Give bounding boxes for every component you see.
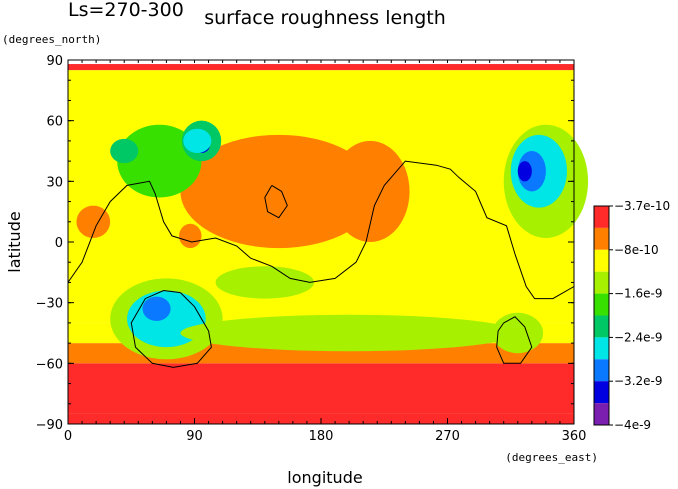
field-feature-17 [492,312,544,354]
field-feature-8 [183,128,212,154]
y-tick-label: 90 [46,54,63,69]
colorbar-swatch [594,315,609,338]
y-tick-label: 30 [46,175,63,190]
colorbar-swatch [594,249,609,272]
y-tick-label: −90 [36,418,63,433]
field-feature-3 [179,223,202,249]
x-unit: (degrees_east) [505,451,598,464]
x-axis-label: longitude [287,468,362,487]
colorbar-label: −2.4e-9 [614,330,663,344]
x-tick-label: 270 [435,429,460,444]
chart-subtitle: Ls=270-300 [68,0,184,21]
contour-line-2 [496,316,533,364]
colorbar-swatch [594,359,609,382]
field-band-1 [68,363,574,414]
field-feature-12 [517,161,532,182]
y-tick-label: −60 [36,357,63,372]
colorbar-frame [593,205,610,426]
colorbar-label: −4e-9 [614,418,651,432]
y-tick-label: −30 [36,297,63,312]
field-feature-1 [330,140,410,242]
x-tick-label: 360 [562,429,587,444]
contour-line-3 [264,184,288,219]
x-tick-label: 90 [186,429,203,444]
colorbar-swatch [594,403,609,425]
colorbar-label: −8e-10 [614,243,659,257]
field-band-5 [68,64,574,71]
y-tick-label: 60 [46,115,63,130]
colorbar-swatch [594,206,609,228]
field-feature-0 [180,134,378,249]
topography-contours [67,160,575,368]
colorbar-swatch [594,227,609,250]
field-feature-4 [117,124,202,198]
colorbar: −3.7e-10 −8e-10 −1.6e-9 −2.4e-9 −3.2e-9 −4e-9 [593,199,670,432]
chart-title: surface roughness length [204,7,446,29]
colorbar-swatch [594,293,609,316]
colorbar-label: −3.7e-10 [614,199,670,213]
x-tick-label: 0 [64,429,72,444]
y-tick-label: 0 [55,236,63,251]
field-feature-15 [142,296,171,321]
contour-line-0 [67,160,575,300]
colorbar-label: −1.6e-9 [614,287,663,301]
field-feature-7 [110,138,139,164]
field-feature-2 [76,205,111,238]
contour-line-1 [130,289,212,368]
colorbar-swatch [594,381,609,404]
x-tick-label: 180 [309,429,334,444]
colorbar-swatch [594,271,609,294]
axis-ticks: 0 90 180 270 360 90 60 30 0 −30 −60 −90 [36,54,587,444]
colorbar-swatch [594,337,609,360]
field-feature-18 [215,266,314,299]
heatmap-field [68,64,589,424]
field-feature-16 [180,314,518,352]
colorbar-label: −3.2e-9 [614,374,663,388]
y-unit: (degrees_north) [2,33,101,46]
y-axis-label: latitude [5,211,24,272]
